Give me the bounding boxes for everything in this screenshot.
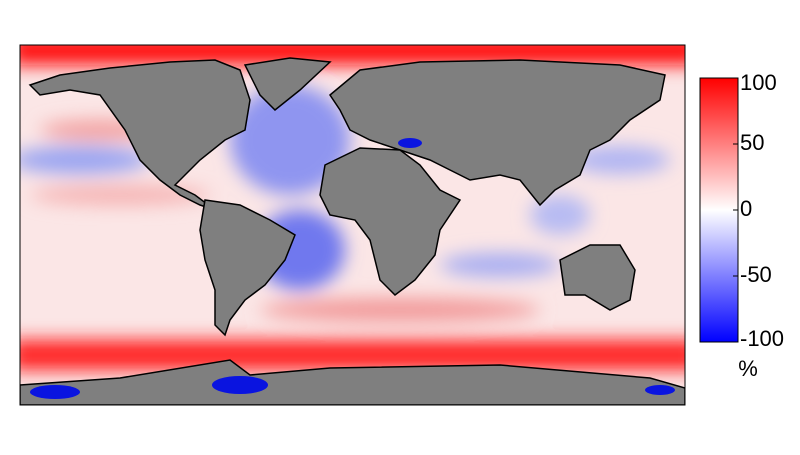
colorbar-tick-label: -100 xyxy=(740,326,784,351)
map-frame xyxy=(19,44,686,406)
colorbar-tick-label: 50 xyxy=(740,130,764,155)
colorbar-unit: % xyxy=(738,356,758,381)
colorbar-tick-label: 100 xyxy=(740,70,777,95)
land xyxy=(20,57,685,405)
map xyxy=(20,45,685,405)
colorbar xyxy=(699,77,739,343)
colorbar-tick-label: -50 xyxy=(740,262,772,287)
polar-anomaly xyxy=(30,138,675,399)
colorbar-tick-label: 0 xyxy=(740,196,752,221)
